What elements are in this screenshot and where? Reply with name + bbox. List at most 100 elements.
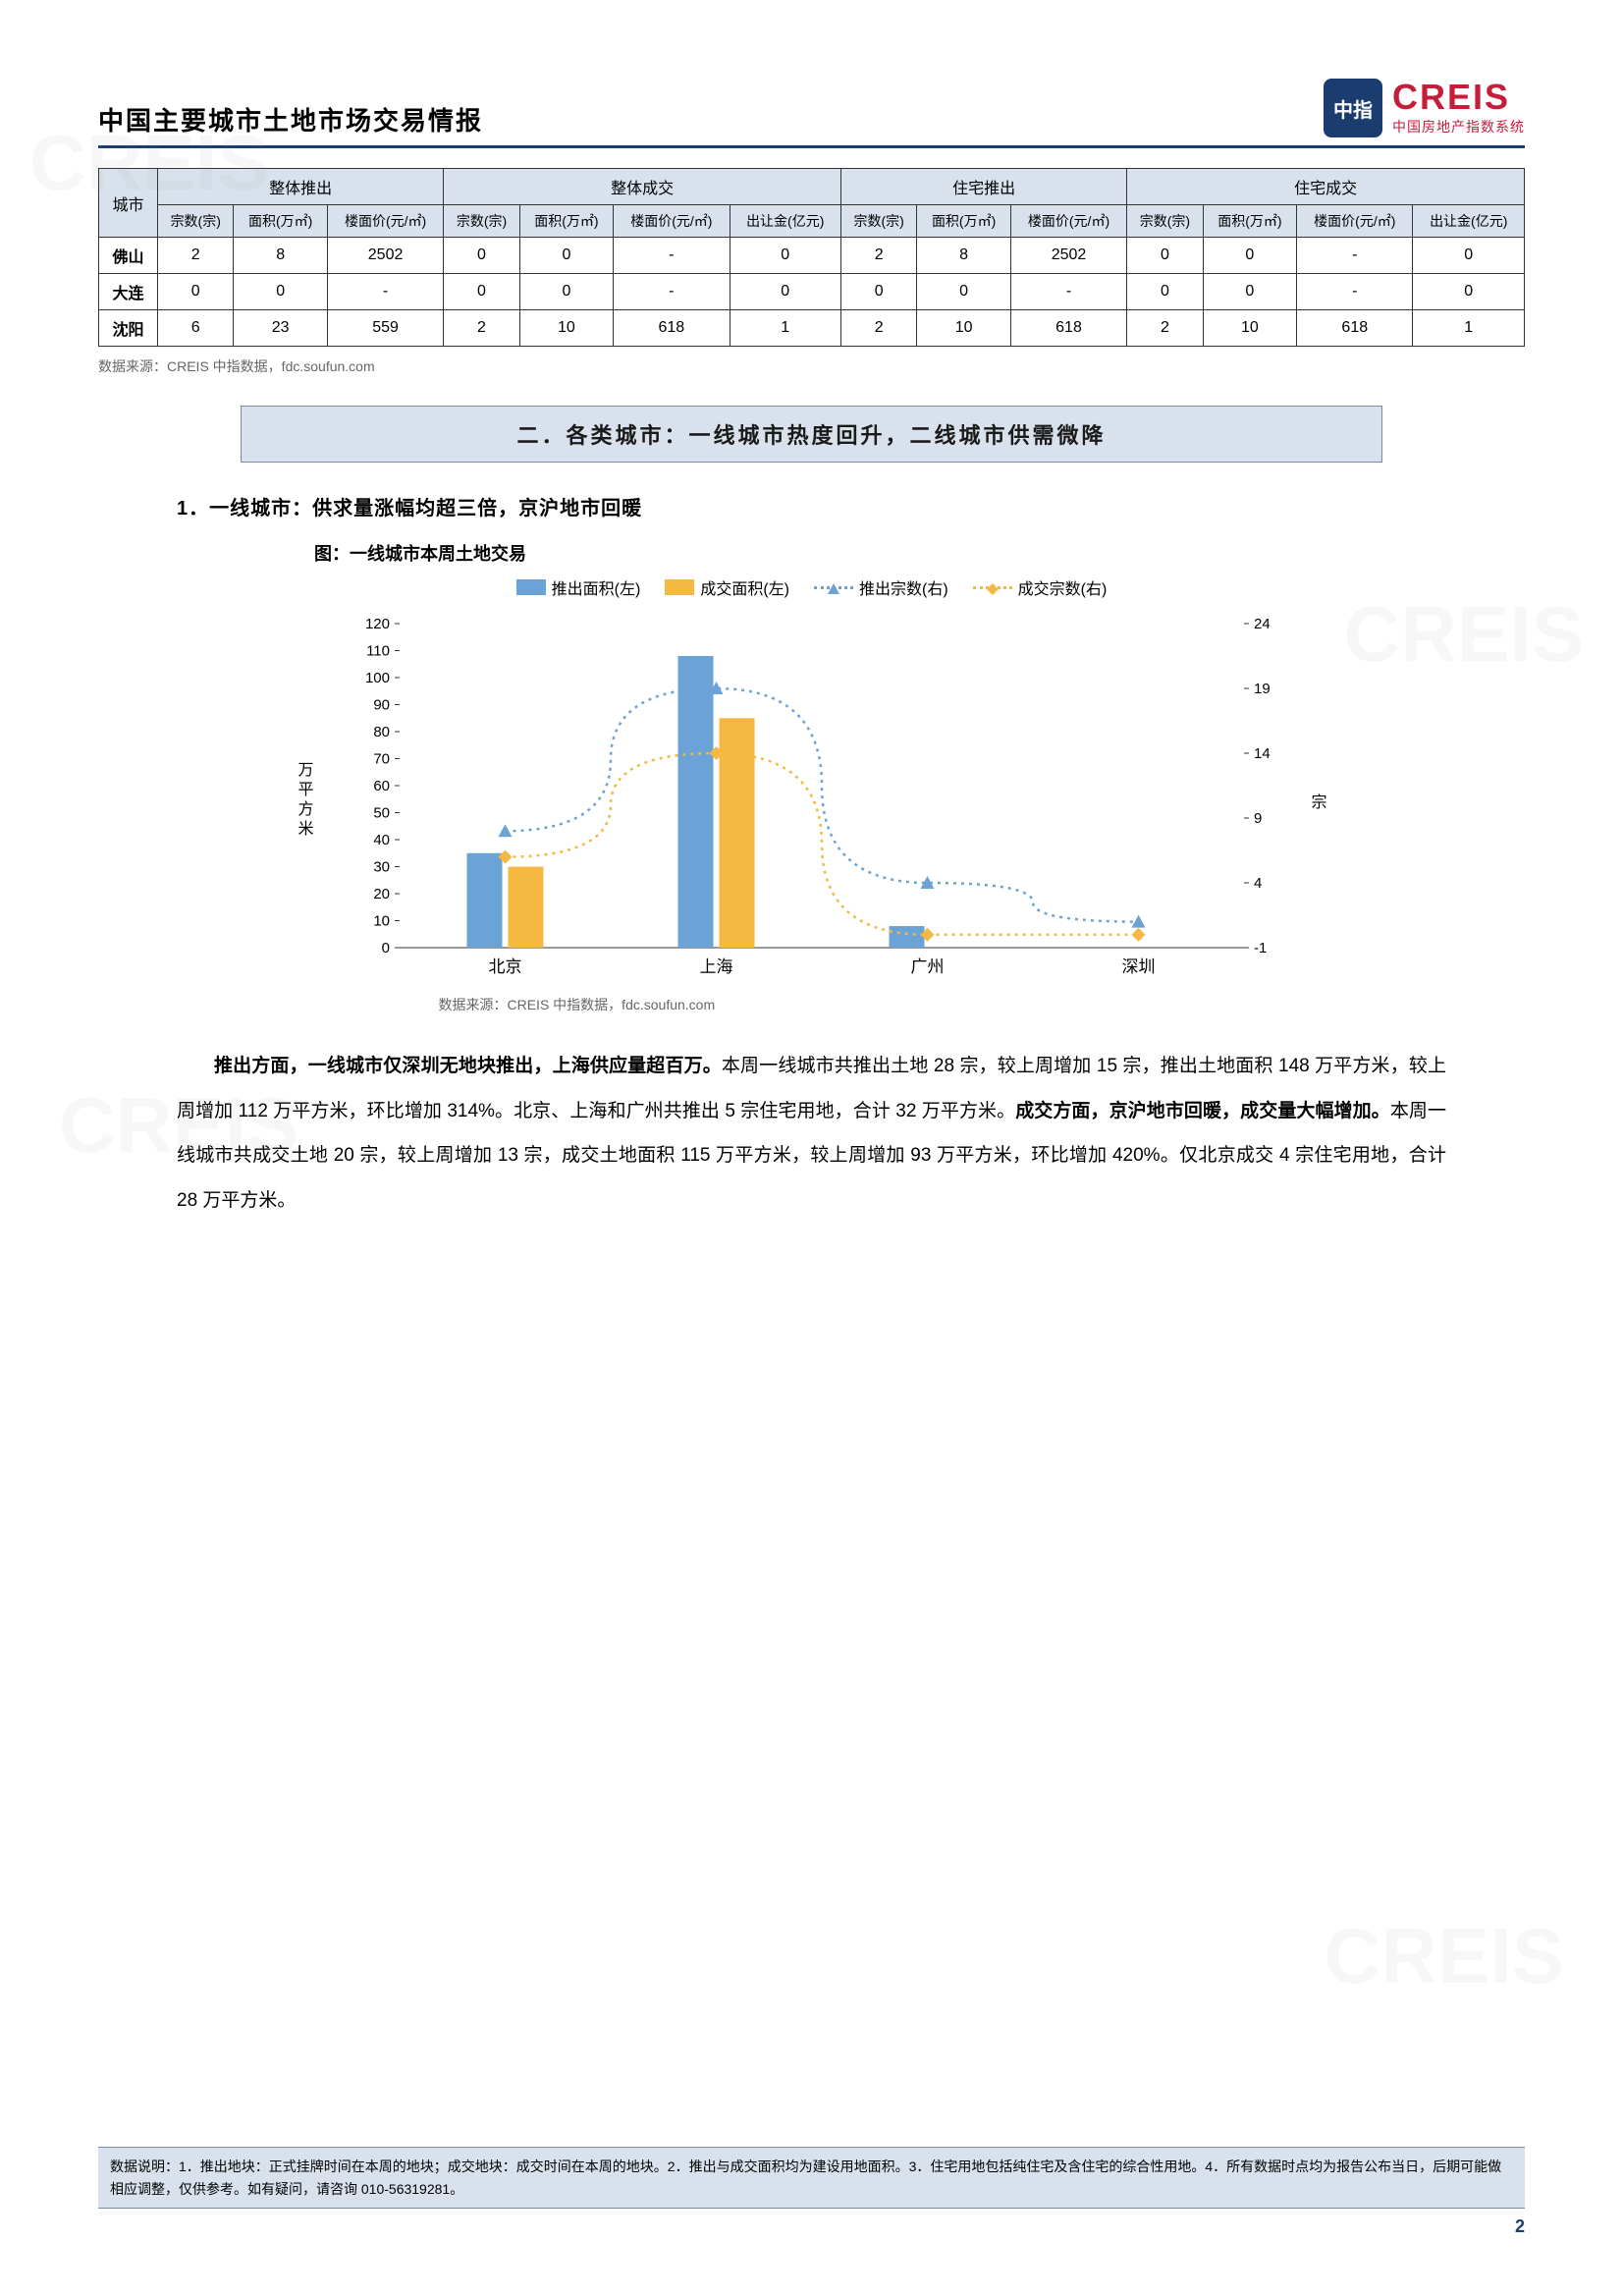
cell: 559 (327, 310, 443, 347)
cell-city: 沈阳 (99, 310, 158, 347)
cell: 2 (1127, 310, 1203, 347)
cell: 0 (1413, 238, 1525, 274)
chart-title: 图：一线城市本周土地交易 (314, 540, 1525, 566)
th-sub: 出让金(亿元) (730, 205, 840, 238)
chart-svg: 0102030405060708090100110120-149141924北京… (321, 614, 1303, 987)
footer-note: 数据说明：1．推出地块：正式挂牌时间在本周的地块；成交地块：成交时间在本周的地块… (98, 2147, 1525, 2209)
legend-item: 成交宗数(右) (973, 575, 1108, 599)
watermark: CREIS (1344, 589, 1585, 680)
cell: 0 (730, 238, 840, 274)
cell: 2 (840, 310, 916, 347)
svg-text:上海: 上海 (699, 957, 732, 976)
th-sub: 楼面价(元/㎡) (327, 205, 443, 238)
cell: 0 (917, 274, 1010, 310)
cell: - (614, 274, 730, 310)
th-sub: 楼面价(元/㎡) (614, 205, 730, 238)
cell-city: 佛山 (99, 238, 158, 274)
svg-text:19: 19 (1254, 681, 1271, 697)
th-sub: 宗数(宗) (1127, 205, 1203, 238)
th-sub: 出让金(亿元) (1413, 205, 1525, 238)
legend-label: 推出面积(左) (552, 575, 641, 599)
legend-label: 成交宗数(右) (1018, 575, 1108, 599)
cell: 8 (234, 238, 327, 274)
cell: 0 (1203, 274, 1296, 310)
header-title: 中国主要城市土地市场交易情报 (98, 101, 483, 137)
cell: 0 (158, 274, 234, 310)
cell: 8 (917, 238, 1010, 274)
cell: 2502 (1010, 238, 1126, 274)
cell: 2 (840, 238, 916, 274)
svg-text:20: 20 (373, 886, 390, 902)
svg-text:14: 14 (1254, 745, 1271, 762)
table-source: 数据来源：CREIS 中指数据，fdc.soufun.com (98, 356, 1525, 376)
legend-swatch (516, 579, 546, 595)
svg-text:4: 4 (1254, 875, 1262, 892)
th-sub: 面积(万㎡) (234, 205, 327, 238)
cell: 618 (614, 310, 730, 347)
page-number: 2 (98, 2216, 1525, 2237)
svg-text:90: 90 (373, 697, 390, 714)
cell: - (1010, 274, 1126, 310)
chart-legend: 推出面积(左) 成交面积(左) 推出宗数(右) 成交宗数(右) (321, 575, 1303, 599)
svg-text:9: 9 (1254, 810, 1262, 827)
svg-text:80: 80 (373, 724, 390, 740)
page-footer: 数据说明：1．推出地块：正式挂牌时间在本周的地块；成交地块：成交时间在本周的地块… (98, 2147, 1525, 2237)
svg-text:70: 70 (373, 751, 390, 768)
cell: 1 (730, 310, 840, 347)
logo: 中指 CREIS 中国房地产指数系统 (1324, 79, 1525, 137)
th-sub: 面积(万㎡) (519, 205, 613, 238)
logo-badge: 中指 (1324, 79, 1382, 137)
cell: 10 (519, 310, 613, 347)
diamond-icon (986, 582, 1000, 596)
svg-text:-1: -1 (1254, 940, 1267, 957)
cell-city: 大连 (99, 274, 158, 310)
svg-text:40: 40 (373, 832, 390, 848)
th-sub: 宗数(宗) (158, 205, 234, 238)
cell: 1 (1413, 310, 1525, 347)
cell: 0 (730, 274, 840, 310)
svg-text:50: 50 (373, 805, 390, 822)
svg-text:广州: 广州 (910, 957, 944, 976)
logo-main: CREIS (1392, 80, 1510, 115)
legend-item: 推出面积(左) (516, 575, 641, 599)
watermark: CREIS (1325, 1911, 1565, 2001)
tier1-chart: 推出面积(左) 成交面积(左) 推出宗数(右) 成交宗数(右) 万平方米 宗 (321, 575, 1303, 1014)
legend-item: 成交面积(左) (665, 575, 789, 599)
land-data-table: 城市 整体推出 整体成交 住宅推出 住宅成交 宗数(宗)面积(万㎡)楼面价(元/… (98, 168, 1525, 347)
cell: 0 (444, 274, 519, 310)
th-group: 整体推出 (158, 169, 444, 205)
cell: 0 (1127, 274, 1203, 310)
svg-text:30: 30 (373, 859, 390, 876)
th-sub: 面积(万㎡) (1203, 205, 1296, 238)
cell: 618 (1297, 310, 1413, 347)
th-group: 住宅成交 (1127, 169, 1525, 205)
section-title: 二．各类城市：一线城市热度回升，二线城市供需微降 (261, 418, 1361, 450)
y-right-label: 宗 (1311, 789, 1326, 812)
cell: 10 (1203, 310, 1296, 347)
svg-text:24: 24 (1254, 616, 1271, 632)
body-paragraph-1: 推出方面，一线城市仅深圳无地块推出，上海供应量超百万。本周一线城市共推出土地 2… (177, 1044, 1446, 1223)
cell: 0 (519, 238, 613, 274)
sub-heading-1: 1．一线城市：供求量涨幅均超三倍，京沪地市回暖 (177, 492, 1525, 520)
th-group: 住宅推出 (840, 169, 1126, 205)
legend-label: 推出宗数(右) (859, 575, 948, 599)
th-sub: 面积(万㎡) (917, 205, 1010, 238)
cell: 0 (840, 274, 916, 310)
legend-swatch (665, 579, 694, 595)
cell: 10 (917, 310, 1010, 347)
cell: - (1297, 238, 1413, 274)
svg-text:120: 120 (364, 616, 389, 632)
svg-text:10: 10 (373, 913, 390, 930)
page-header: 中国主要城市土地市场交易情报 中指 CREIS 中国房地产指数系统 (98, 79, 1525, 148)
legend-line (814, 586, 853, 589)
cell: 0 (444, 238, 519, 274)
triangle-icon (827, 582, 840, 596)
legend-label: 成交面积(左) (700, 575, 789, 599)
th-sub: 宗数(宗) (444, 205, 519, 238)
svg-text:100: 100 (364, 670, 389, 686)
cell: 2 (158, 238, 234, 274)
chart-source: 数据来源：CREIS 中指数据，fdc.soufun.com (439, 995, 1303, 1014)
th-city: 城市 (99, 169, 158, 238)
logo-sub: 中国房地产指数系统 (1392, 117, 1525, 137)
th-sub: 楼面价(元/㎡) (1010, 205, 1126, 238)
